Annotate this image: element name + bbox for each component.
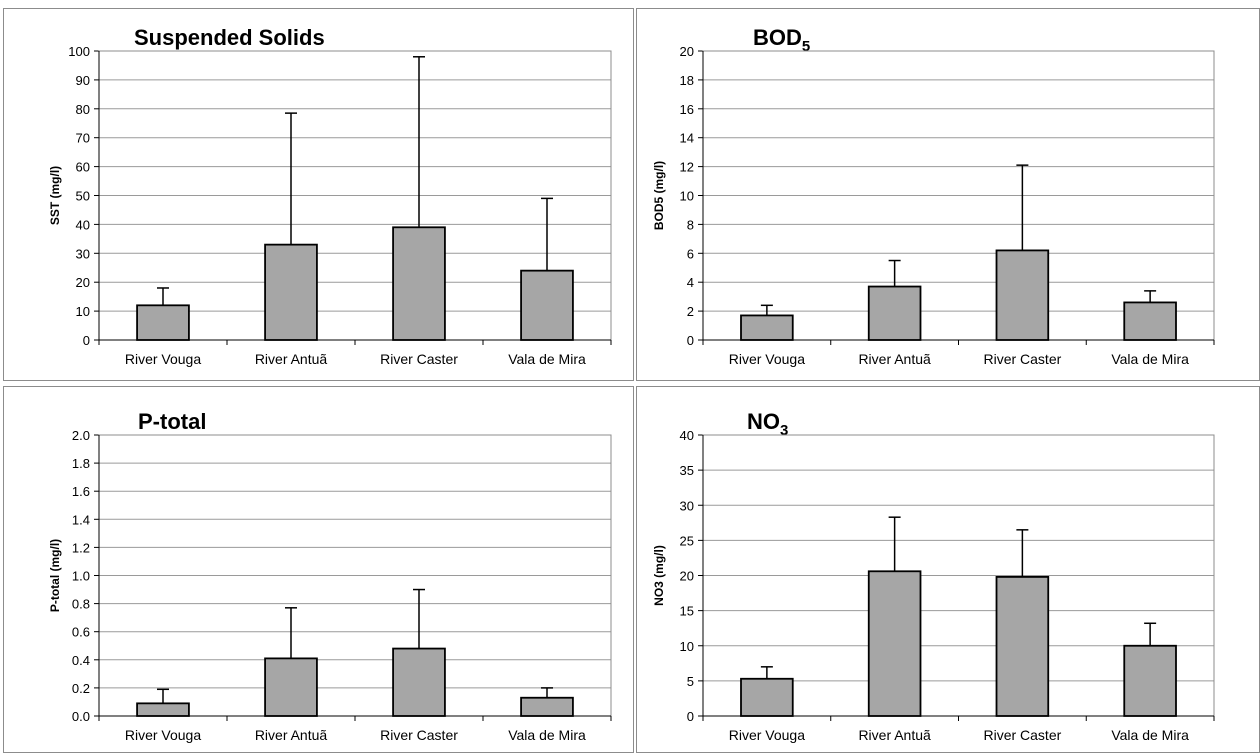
y-tick-label: 0.4	[72, 653, 90, 668]
y-axis-title: SST (mg/l)	[48, 166, 62, 225]
x-category-label: River Vouga	[125, 351, 201, 367]
y-tick-label: 20	[76, 275, 90, 290]
x-category-label: River Antuã	[255, 351, 328, 367]
y-tick-label: 1.0	[72, 569, 90, 584]
y-axis-title: BOD5 (mg/l)	[652, 161, 666, 230]
y-tick-label: 10	[680, 639, 694, 654]
bar	[995, 249, 1050, 341]
x-category-label: River Antuã	[858, 351, 931, 367]
y-tick-label: 12	[680, 160, 694, 175]
y-tick-label: 14	[680, 131, 694, 146]
chart-title-main: P-total	[138, 409, 206, 434]
y-tick-label: 20	[680, 569, 694, 584]
bar	[264, 243, 318, 341]
chart-title-main: BOD	[753, 25, 802, 50]
y-tick-label: 8	[687, 217, 694, 232]
bar	[392, 647, 446, 717]
bar	[136, 304, 190, 341]
bod5-title: BOD5	[753, 25, 810, 55]
y-tick-label: 6	[687, 246, 694, 261]
y-tick-label: 1.8	[72, 456, 90, 471]
chart-title-main: NO	[747, 409, 780, 434]
y-tick-label: 40	[76, 217, 90, 232]
chart-title-subscript: 3	[780, 422, 788, 439]
x-category-label: River Caster	[380, 727, 458, 743]
y-tick-label: 4	[687, 275, 694, 290]
y-tick-label: 1.2	[72, 540, 90, 555]
y-tick-label: 0	[687, 709, 694, 724]
chart-panel-p-total: P-total 0.0 0.2 0.4 0.6 0.8 1.0 1.2 1.4 1.6 1.8 2.0…	[3, 386, 634, 753]
y-tick-label: 5	[687, 674, 694, 689]
bar	[867, 285, 922, 341]
y-tick-label: 10	[76, 304, 90, 319]
x-category-label: River Caster	[983, 727, 1061, 743]
bar	[740, 677, 794, 717]
y-tick-label: 0	[83, 333, 90, 348]
y-tick-label: 40	[680, 428, 694, 443]
suspended-solids-title: Suspended Solids	[134, 25, 325, 50]
x-category-label: River Caster	[983, 351, 1061, 367]
chart-panel-no3: NO3 0 5 10 15 20 25 30 35 40 NO3 (mg/l) River Vouga…	[636, 386, 1260, 753]
y-tick-label: 0.6	[72, 625, 90, 640]
no3-title: NO3	[747, 409, 788, 439]
y-tick-label: 1.4	[72, 512, 90, 527]
y-tick-label: 20	[680, 44, 694, 59]
x-category-label: River Vouga	[729, 351, 805, 367]
x-category-label: Vala de Mira	[1111, 351, 1189, 367]
bar	[520, 269, 574, 341]
y-tick-label: 0	[687, 333, 694, 348]
y-tick-label: 2	[687, 304, 694, 319]
chart-title-main: Suspended Solids	[134, 25, 325, 50]
bar	[392, 226, 446, 341]
x-category-label: River Caster	[380, 351, 458, 367]
p-total-title: P-total	[138, 409, 206, 434]
bar	[740, 314, 794, 341]
y-tick-label: 60	[76, 160, 90, 175]
x-category-label: Vala de Mira	[508, 351, 586, 367]
y-tick-label: 10	[680, 189, 694, 204]
y-tick-label: 100	[68, 44, 90, 59]
bar	[264, 657, 318, 717]
y-tick-label: 90	[76, 73, 90, 88]
bar	[1123, 301, 1177, 341]
y-axis-title: P-total (mg/l)	[48, 539, 62, 612]
x-category-label: River Antuã	[255, 727, 328, 743]
y-tick-label: 15	[680, 604, 694, 619]
y-tick-label: 16	[680, 102, 694, 117]
y-tick-label: 80	[76, 102, 90, 117]
chart-panel-bod5: BOD5 0 2 4 6 8 10 12 14 16 18 20 BOD5 (mg/l) River Vo…	[636, 8, 1260, 381]
bar	[1123, 644, 1177, 717]
bod5-chart: BOD5 0 2 4 6 8 10 12 14 16 18 20 BOD5 (mg/l) River Vo…	[652, 25, 1215, 367]
y-tick-label: 2.0	[72, 428, 90, 443]
chart-title-subscript: 5	[802, 38, 810, 55]
bar	[136, 702, 190, 717]
y-tick-label: 25	[680, 533, 694, 548]
y-tick-label: 0.0	[72, 709, 90, 724]
y-tick-label: 50	[76, 189, 90, 204]
suspended-solids-chart: Suspended Solids 0 10 20 30 40 50 60 70 80 90 100 SS…	[48, 25, 612, 367]
bar	[867, 570, 922, 717]
y-tick-label: 1.6	[72, 484, 90, 499]
bar	[995, 576, 1050, 717]
p-total-chart: P-total 0.0 0.2 0.4 0.6 0.8 1.0 1.2 1.4 1.6 1.8 2.0…	[48, 409, 612, 743]
y-axis-title: NO3 (mg/l)	[652, 545, 666, 606]
chart-panel-suspended-solids: Suspended Solids 0 10 20 30 40 50 60 70 80 90 100 SS…	[3, 8, 634, 381]
y-tick-label: 35	[680, 463, 694, 478]
y-tick-label: 0.8	[72, 597, 90, 612]
x-category-label: River Vouga	[125, 727, 201, 743]
x-category-label: River Antuã	[858, 727, 931, 743]
x-category-label: Vala de Mira	[1111, 727, 1189, 743]
y-tick-label: 70	[76, 131, 90, 146]
x-category-label: River Vouga	[729, 727, 805, 743]
y-tick-label: 30	[76, 246, 90, 261]
y-tick-label: 18	[680, 73, 694, 88]
bar	[520, 696, 574, 717]
y-tick-label: 0.2	[72, 681, 90, 696]
y-tick-label: 30	[680, 498, 694, 513]
x-category-label: Vala de Mira	[508, 727, 586, 743]
